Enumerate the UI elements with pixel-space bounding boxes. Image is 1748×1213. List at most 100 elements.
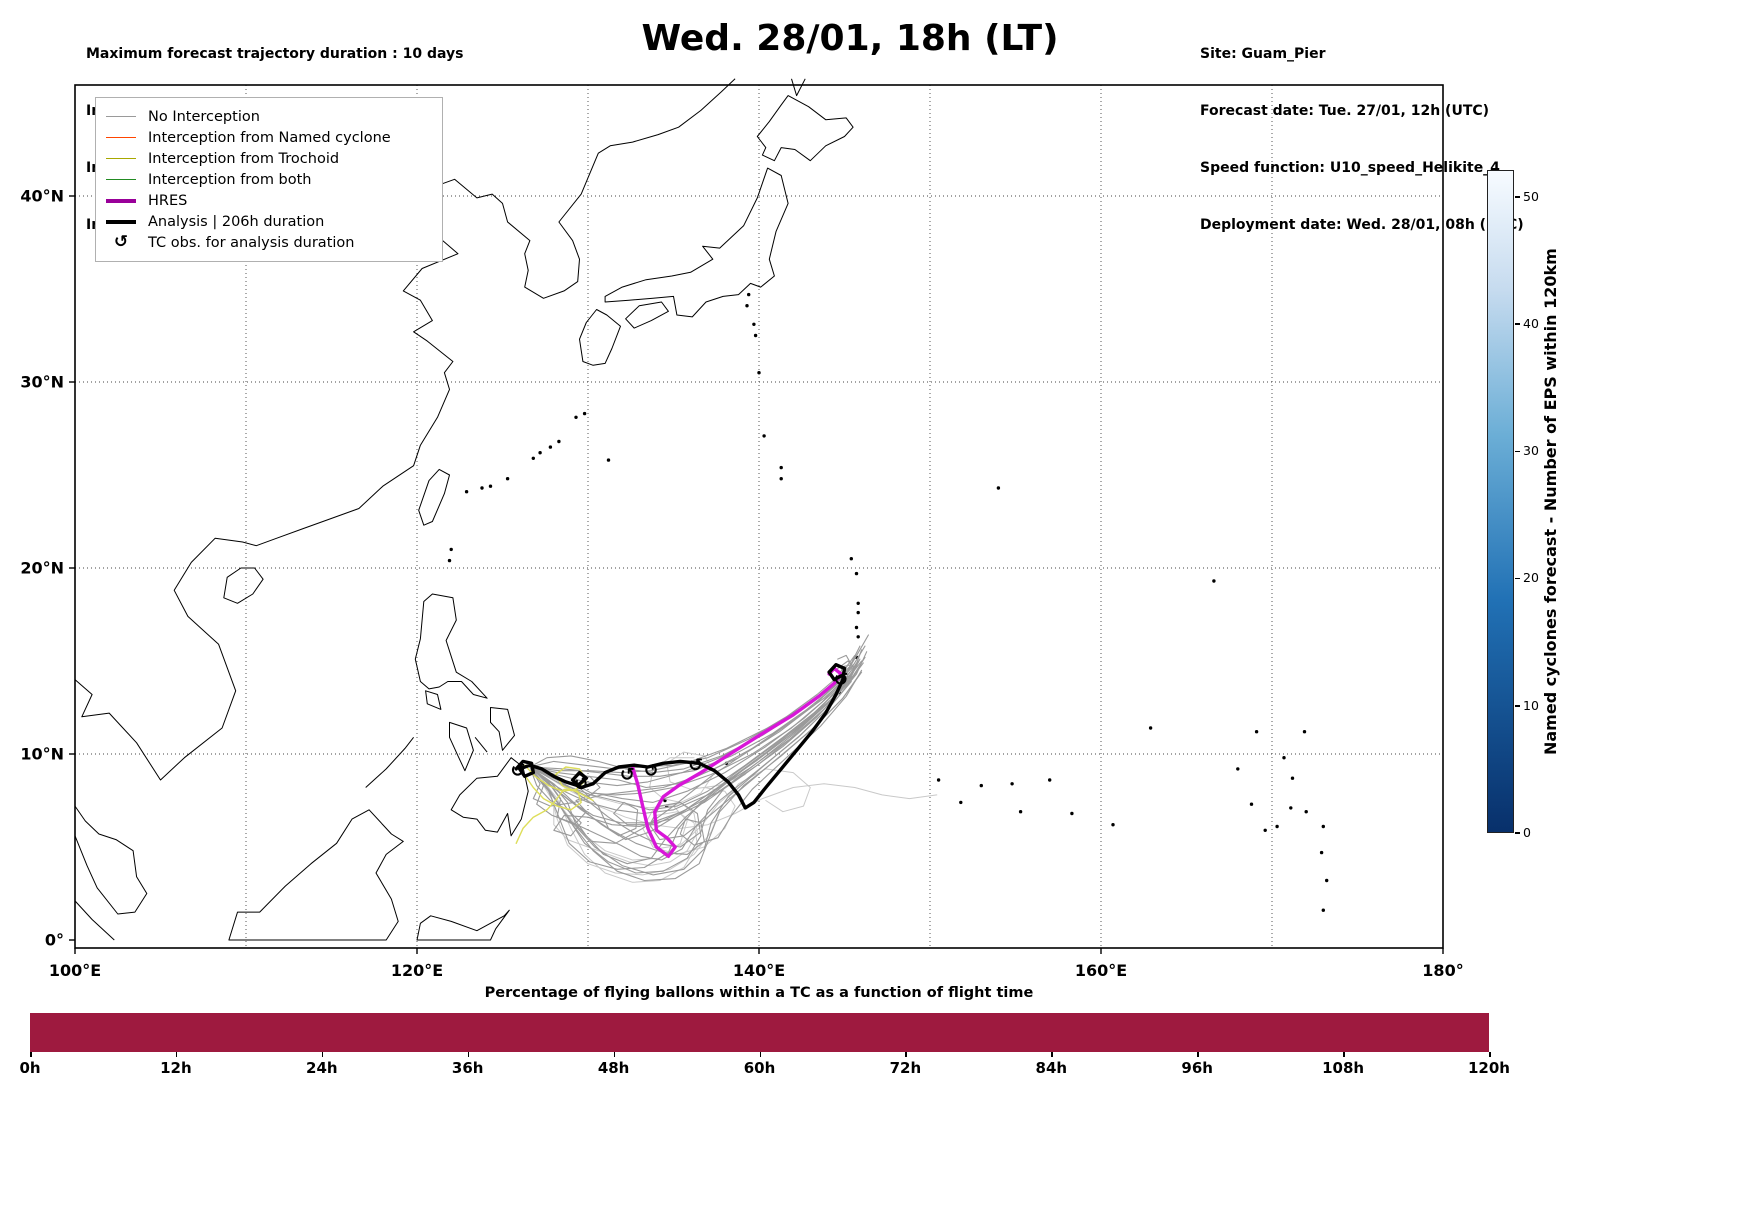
colorbar-tick-label: 20 (1523, 570, 1539, 586)
trajectory-ensemble (529, 680, 852, 876)
colorbar-tick-label: 50 (1523, 188, 1539, 204)
coastline-kyushu (579, 309, 621, 366)
flight-time-tick-mark (1343, 1052, 1345, 1057)
coastline-honshu (604, 167, 789, 318)
flight-time-tick-mark (1197, 1052, 1199, 1057)
tc-obs-icon: ↺ (574, 774, 589, 795)
legend-item-no-interception: No Interception (106, 106, 432, 127)
island-dot (779, 477, 783, 481)
island-dot (779, 465, 783, 470)
x-tick-label: 100°E (49, 961, 101, 980)
island-dot (505, 477, 510, 481)
island-dot (1275, 824, 1279, 829)
island-dot (745, 304, 749, 308)
flight-time-tick-mark (613, 1052, 616, 1057)
x-tick-label: 140°E (733, 961, 785, 980)
trajectory-light (539, 757, 698, 867)
tc-obs-icon: ↺ (510, 761, 525, 782)
tc-obs-icon: ↺ (834, 670, 849, 691)
coastline-sulawesi-tip (416, 909, 510, 941)
trajectory-ensemble (529, 634, 869, 787)
legend-label: TC obs. for analysis duration (148, 234, 355, 251)
trajectory-analysis (514, 663, 847, 810)
colorbar-tick-label: 30 (1523, 443, 1539, 459)
island-dot (856, 610, 860, 615)
island-dot (854, 625, 859, 630)
bottom-chart-title: Percentage of flying ballons within a TC… (484, 985, 1034, 1001)
trajectory-ensemble (529, 656, 866, 865)
island-dot (1263, 828, 1267, 832)
legend-item-both: Interception from both (106, 169, 432, 190)
flight-time-tick-label: 0h (19, 1059, 41, 1077)
trajectory-ensemble (529, 662, 864, 848)
colorbar-gradient (1487, 170, 1514, 833)
legend-label: Analysis | 206h duration (148, 213, 325, 230)
island-dot (574, 415, 578, 419)
trajectory-ensemble (529, 664, 854, 777)
flight-time-tick-mark (1051, 1052, 1053, 1057)
island-dot (464, 490, 469, 494)
y-tick-label: 0° (45, 931, 64, 950)
coastline-malay-peninsula (74, 805, 148, 915)
legend-item-hres: HRES (106, 190, 432, 211)
island-dot (1254, 730, 1259, 734)
coastline-hainan (223, 567, 264, 604)
flight-time-tick-label: 96h (1181, 1059, 1213, 1077)
island-dot (979, 783, 983, 788)
trajectory-ensemble (529, 671, 863, 874)
island-dot (1321, 824, 1326, 829)
trajectory-ensemble (529, 669, 863, 855)
trajectory-ensemble (529, 675, 849, 826)
island-dot (1282, 756, 1286, 760)
flight-time-tick-label: 12h (160, 1059, 192, 1077)
island-dot (1010, 782, 1014, 786)
island-dot (1321, 908, 1326, 912)
island-dot (747, 292, 751, 297)
coastline-sumatra-corner (74, 900, 115, 941)
island-dot (1212, 579, 1216, 583)
colorbar-tick-mark (1515, 323, 1520, 325)
colorbar-tick-mark (1515, 705, 1520, 707)
trajectory-ensemble (529, 662, 858, 824)
y-tick-label: 30°N (20, 373, 64, 392)
coastline-sakhalin-tip (791, 78, 806, 97)
flight-time-tick-label: 84h (1035, 1059, 1068, 1077)
island-dot (1249, 802, 1254, 806)
island-dot (849, 557, 853, 561)
legend-item-analysis: Analysis | 206h duration (106, 211, 432, 232)
island-dot (480, 486, 484, 490)
island-dot (1111, 823, 1115, 827)
island-dot (757, 371, 761, 375)
island-dot (996, 486, 1001, 490)
legend-label: Interception from Named cyclone (148, 129, 391, 146)
island-dot (1289, 806, 1293, 810)
coastline-borneo (228, 809, 404, 941)
legend-label: No Interception (148, 108, 260, 125)
island-dot (856, 635, 860, 639)
island-dot (488, 484, 493, 488)
island-dot (959, 800, 963, 805)
island-dot (936, 778, 941, 782)
island-dot (1148, 726, 1153, 730)
flight-time-tick-mark (30, 1052, 32, 1057)
flight-time-tick-label: 72h (889, 1059, 922, 1077)
coastline-samar-leyte (490, 707, 515, 751)
tc-obs-icon: ↺ (688, 755, 703, 776)
coastline-shikoku (625, 301, 669, 329)
colorbar-tick-mark (1515, 196, 1520, 198)
colorbar-tick-mark (1515, 577, 1520, 580)
y-tick-label: 10°N (20, 745, 64, 764)
flight-time-tick-mark (1489, 1052, 1491, 1057)
flight-time-tick-label: 48h (597, 1059, 630, 1077)
flight-time-tick-label: 24h (306, 1059, 338, 1077)
flight-time-tick-mark (467, 1052, 470, 1057)
island-dot (1304, 810, 1308, 814)
flight-time-tick-label: 108h (1322, 1059, 1365, 1077)
legend-item-tc-obs: ↺ TC obs. for analysis duration (106, 232, 432, 253)
island-dot (854, 571, 859, 576)
trajectory-ensemble (529, 654, 856, 770)
colorbar-tick-label: 40 (1523, 315, 1539, 331)
flight-time-tick-mark (321, 1052, 324, 1057)
